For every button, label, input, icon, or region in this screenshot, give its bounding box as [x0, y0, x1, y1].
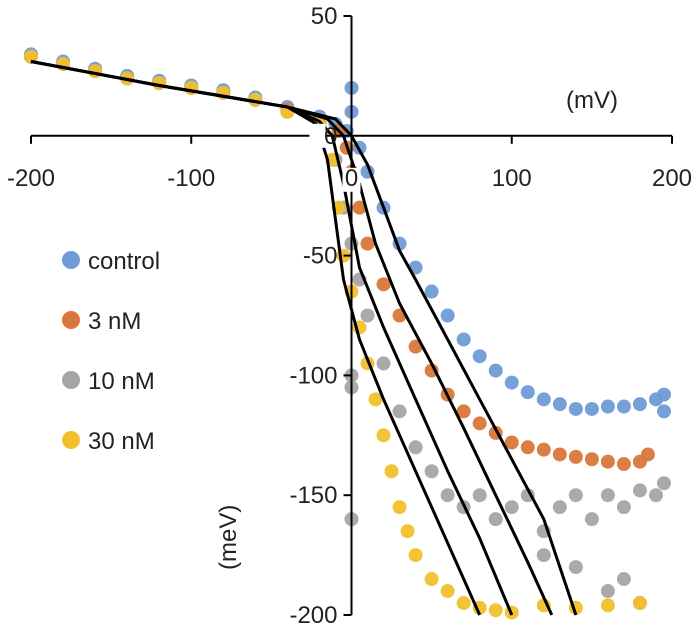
data-point — [520, 440, 535, 455]
data-point — [568, 401, 583, 416]
y-zero-label-bg — [309, 123, 326, 148]
x-tick-label: -100 — [167, 165, 215, 192]
data-point — [376, 428, 391, 443]
data-point — [584, 401, 599, 416]
data-point — [488, 363, 503, 378]
legend-label-control: control — [88, 248, 160, 275]
fit-lines — [30, 60, 578, 616]
x-zero-label-bg — [342, 167, 361, 192]
data-point — [376, 356, 391, 371]
axes — [30, 15, 673, 616]
data-point — [504, 435, 519, 450]
data-point — [504, 500, 519, 515]
data-point — [616, 500, 631, 515]
data-point — [584, 512, 599, 527]
y-tick-label: 0 — [324, 123, 337, 150]
x-tick-label: 200 — [652, 165, 692, 192]
legend-marker-control — [62, 251, 80, 269]
legend-marker-10nm — [62, 371, 80, 389]
data-point — [384, 464, 399, 479]
data-point — [400, 524, 415, 539]
legend-label-10nm: 10 nM — [88, 368, 155, 395]
data-point — [600, 584, 615, 599]
fit-line-2 — [30, 60, 514, 616]
data-point — [552, 447, 567, 462]
data-point — [392, 500, 407, 515]
x-tick-label: 0 — [345, 165, 358, 192]
data-point — [584, 452, 599, 467]
data-point — [440, 584, 455, 599]
y-tick-label: -150 — [289, 482, 337, 509]
y-tick-label: -100 — [289, 362, 337, 389]
data-point — [632, 397, 647, 412]
data-point — [456, 404, 471, 419]
x-tick-label: 100 — [492, 165, 532, 192]
data-point — [392, 404, 407, 419]
y-tick-label: 50 — [311, 3, 338, 30]
data-point — [536, 392, 551, 407]
data-point — [504, 375, 519, 390]
data-point — [616, 399, 631, 414]
x-tick-label: -200 — [7, 165, 55, 192]
data-point — [472, 488, 487, 503]
legend-label-30nm: 30 nM — [88, 428, 155, 455]
data-point — [456, 332, 471, 347]
data-point — [568, 560, 583, 575]
data-point — [600, 399, 615, 414]
data-point — [456, 596, 471, 611]
data-point — [656, 387, 671, 402]
data-point — [656, 476, 671, 491]
data-point — [424, 363, 439, 378]
fit-line-0 — [30, 60, 578, 616]
legend-marker-30nm — [62, 431, 80, 449]
data-point — [616, 572, 631, 587]
series-3 — [24, 49, 647, 620]
data-point — [360, 308, 375, 323]
data-point — [632, 596, 647, 611]
y-axis-title: (meV) — [215, 505, 242, 570]
data-point — [472, 349, 487, 364]
legend-label-3nm: 3 nM — [88, 308, 141, 335]
data-point — [568, 488, 583, 503]
data-point — [568, 449, 583, 464]
legend-marker-3nm — [62, 311, 80, 329]
data-point — [488, 512, 503, 527]
data-point — [472, 416, 487, 431]
data-point — [488, 603, 503, 618]
x-axis-title: (mV) — [566, 87, 618, 114]
data-point — [552, 500, 567, 515]
data-point — [440, 488, 455, 503]
fit-line-1 — [30, 60, 554, 616]
data-point — [536, 442, 551, 457]
data-point — [424, 572, 439, 587]
data-point — [408, 548, 423, 563]
data-point — [656, 404, 671, 419]
fit-line-3 — [30, 60, 482, 616]
data-point — [368, 392, 383, 407]
data-point — [552, 397, 567, 412]
data-point — [440, 308, 455, 323]
legend: control 3 nM 10 nM 30 nM — [62, 248, 160, 455]
data-point — [536, 548, 551, 563]
data-point — [352, 200, 367, 215]
data-point — [376, 277, 391, 292]
data-point — [424, 284, 439, 299]
data-point — [360, 236, 375, 251]
data-point — [600, 454, 615, 469]
y-tick-label: -200 — [289, 602, 337, 626]
data-point — [600, 488, 615, 503]
data-point — [24, 49, 38, 64]
data-point — [632, 483, 647, 498]
data-point — [616, 457, 631, 472]
y-tick-label: -50 — [303, 243, 338, 270]
tick-labels: -200 -100 0 100 200 50 0 -50 -100 -150 -200 — [7, 3, 692, 626]
data-point — [648, 488, 663, 503]
data-point — [520, 385, 535, 400]
data-point — [600, 598, 615, 613]
data-point — [408, 440, 423, 455]
data-point — [640, 447, 655, 462]
data-point — [424, 464, 439, 479]
